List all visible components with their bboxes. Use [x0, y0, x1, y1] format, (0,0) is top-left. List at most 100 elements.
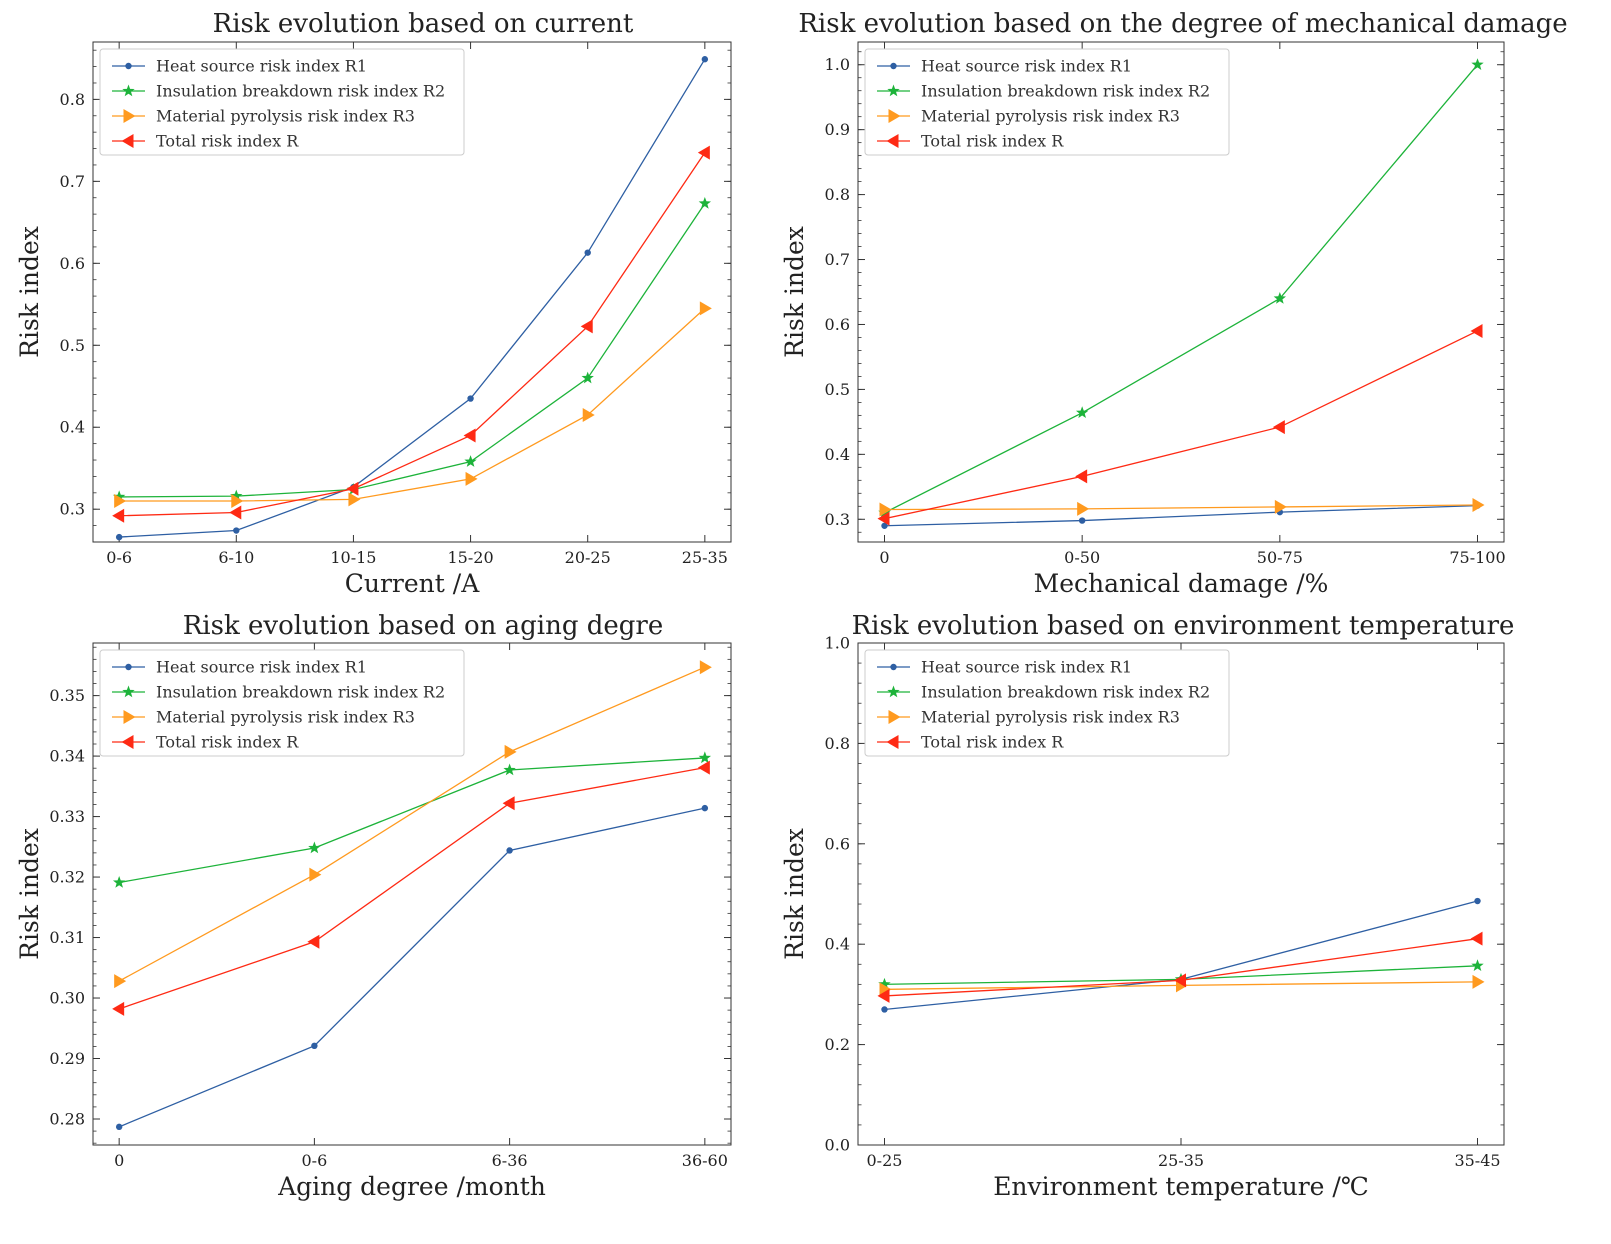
data-point-R2: [112, 490, 126, 503]
y-tick-label: 0.31: [49, 928, 85, 947]
data-point-R: [877, 988, 890, 1003]
plot-frame: [857, 41, 1505, 543]
y-tick-label: 0.4: [825, 445, 850, 464]
legend-label: Heat source risk index R1: [156, 658, 367, 677]
x-tick-label: 0: [114, 1151, 124, 1170]
legend-marker-R1: [125, 663, 132, 671]
y-tick-label: 0.8: [825, 734, 850, 753]
legend-box: [864, 48, 1230, 156]
x-axis-label: Aging degree /month: [277, 1172, 546, 1201]
data-point-R3: [465, 471, 478, 486]
x-tick-label: 35-45: [1454, 1151, 1500, 1170]
series-line-R1: [118, 807, 705, 1128]
legend-marker-R2: [887, 84, 900, 97]
legend-label: Total risk index R: [156, 733, 299, 752]
y-tick-label: 0.0: [825, 1136, 850, 1155]
legend-label: Heat source risk index R1: [156, 57, 367, 76]
data-point-R1: [881, 1006, 888, 1013]
data-point-R: [697, 760, 710, 775]
legend-marker-R2: [122, 84, 135, 97]
x-tick-label: 75-100: [1449, 548, 1505, 567]
legend-label: Insulation breakdown risk index R2: [921, 683, 1210, 702]
data-point-R3: [348, 492, 361, 507]
legend-marker-R1: [890, 663, 897, 671]
y-tick-label: 1.0: [825, 634, 850, 653]
data-point-R2: [503, 763, 516, 776]
y-axis-label: Risk index: [15, 828, 44, 960]
legend: Heat source risk index R1 Insulation brea…: [99, 48, 465, 156]
x-axis-label: Current /A: [345, 569, 480, 598]
chart-panel-3: Risk evolution based on aging degre 0 0-6 6…: [15, 611, 732, 1201]
data-point-R1: [1078, 517, 1086, 524]
y-tick-label: 0.7: [60, 172, 85, 191]
y-tick-label: 0.8: [825, 185, 850, 204]
legend: Heat source risk index R1 Insulation brea…: [864, 48, 1230, 156]
y-tick-label: 0.33: [49, 807, 85, 826]
y-tick-label: 0.9: [825, 120, 850, 139]
x-tick-label: 15-20: [448, 548, 494, 567]
x-axis-label: Environment temperature /℃: [993, 1172, 1369, 1201]
data-point-R3: [114, 494, 127, 509]
data-point-R: [1075, 469, 1088, 484]
x-tick-label: 20-25: [565, 548, 611, 567]
legend: Heat source risk index R1 Insulation brea…: [864, 649, 1230, 757]
data-point-R: [307, 934, 320, 949]
y-tick-label: 0.6: [60, 254, 85, 273]
legend-box: [99, 649, 465, 757]
data-point-R2: [308, 841, 321, 854]
data-point-R3: [504, 744, 517, 759]
data-point-R2: [698, 196, 712, 209]
series-line-R: [119, 152, 706, 517]
data-point-R2: [464, 455, 477, 467]
series-line-R1: [884, 900, 1478, 1011]
x-tick-label: 6-10: [218, 548, 254, 567]
series-line-R3: [118, 666, 706, 982]
y-axis-label: Risk index: [15, 226, 44, 358]
data-point-R1: [881, 522, 888, 529]
series-line-R: [884, 330, 1478, 520]
legend-label: Total risk index R: [921, 733, 1064, 752]
legend-label: Insulation breakdown risk index R2: [156, 82, 445, 101]
data-point-R1: [506, 847, 513, 854]
y-tick-label: 0.7: [825, 250, 850, 269]
legend-box: [864, 649, 1230, 757]
y-tick-label: 0.4: [60, 418, 85, 437]
y-tick-label: 0.28: [49, 1109, 85, 1128]
legend-label: Material pyrolysis risk index R3: [156, 107, 415, 126]
legend-marker-R: [121, 735, 134, 749]
series-line-R1: [119, 58, 706, 538]
legend-marker-R3: [123, 710, 136, 724]
data-point-R3: [1472, 974, 1485, 989]
x-tick-label: 0-50: [1064, 548, 1100, 567]
y-axis-label: Risk index: [780, 226, 809, 358]
x-tick-label: 0: [879, 548, 889, 567]
data-point-R1: [701, 56, 709, 63]
data-point-R1: [584, 249, 591, 256]
data-point-R: [112, 1001, 125, 1016]
data-point-R3: [699, 301, 712, 316]
data-point-R3: [879, 982, 892, 997]
chart-title: Risk evolution based on environment temp…: [852, 611, 1515, 641]
chart-panel-2: Risk evolution based on the degree of me…: [780, 9, 1568, 598]
x-tick-label: 25-35: [1158, 1151, 1204, 1170]
plot-frame: [92, 41, 732, 543]
data-point-R1: [233, 527, 240, 534]
chart-title: Risk evolution based on the degree of me…: [798, 9, 1567, 39]
chart-panel-1: Risk evolution based on current 0-6 6-10 10…: [15, 9, 732, 598]
y-tick-label: 0.4: [825, 935, 850, 954]
series-line-R3: [884, 504, 1478, 511]
y-tick-label: 0.32: [49, 868, 85, 887]
x-tick-label: 10-15: [330, 548, 376, 567]
data-point-R2: [1075, 406, 1089, 419]
data-point-R: [346, 481, 359, 496]
y-tick-label: 0.2: [825, 1035, 850, 1054]
series-line-R2: [119, 757, 705, 884]
y-tick-label: 0.30: [49, 989, 85, 1008]
data-point-R1: [701, 804, 709, 812]
data-point-R2: [698, 751, 712, 764]
y-tick-label: 0.34: [49, 747, 85, 766]
data-point-R3: [231, 494, 244, 509]
data-point-R2: [112, 876, 126, 888]
legend-box: [99, 48, 465, 156]
